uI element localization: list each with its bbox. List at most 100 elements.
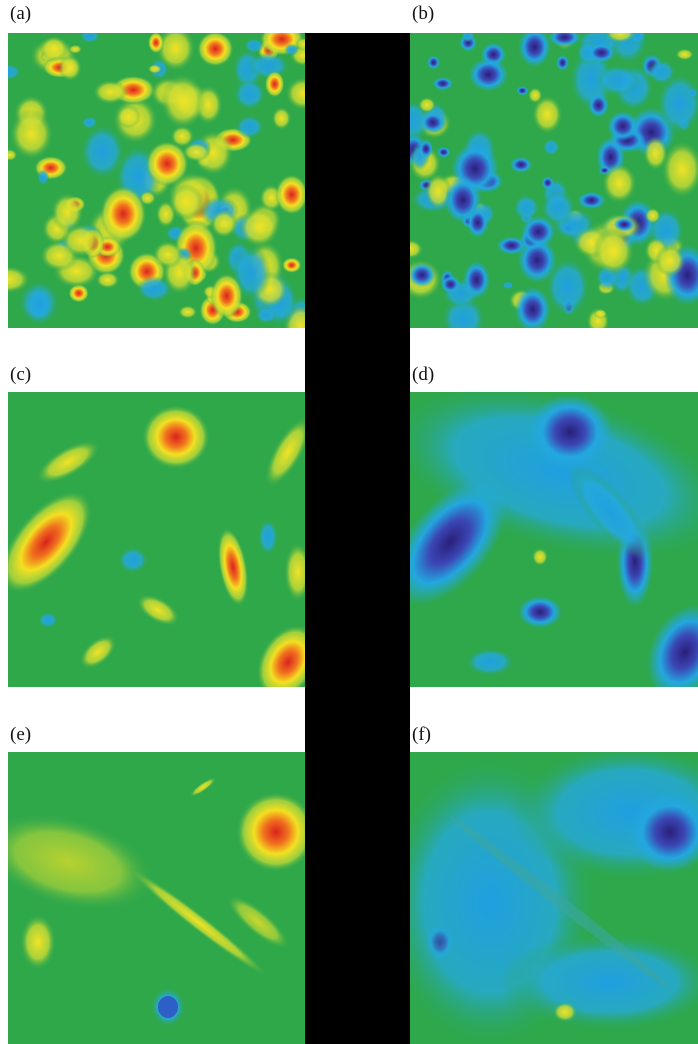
blob	[99, 185, 147, 243]
blob	[513, 193, 540, 222]
blob	[233, 78, 266, 110]
blob	[420, 111, 446, 134]
blob	[238, 207, 280, 248]
blob	[675, 48, 694, 61]
blob	[210, 209, 238, 239]
blob	[271, 106, 292, 130]
blob	[95, 271, 120, 289]
blob	[613, 217, 636, 232]
blob	[501, 281, 515, 290]
blob	[8, 63, 22, 81]
panel-label: (e)	[10, 724, 31, 745]
blob	[593, 308, 608, 319]
blob	[170, 125, 195, 148]
panel-label: (a)	[10, 3, 31, 24]
blob	[601, 162, 637, 204]
blob	[410, 239, 424, 259]
blob	[235, 114, 264, 139]
blob	[541, 176, 555, 190]
blob	[588, 92, 609, 118]
blob	[577, 191, 606, 210]
blob	[531, 95, 563, 135]
blob	[80, 124, 125, 180]
panel-c	[8, 392, 305, 687]
blob	[548, 33, 581, 47]
blob	[516, 85, 529, 96]
blob	[418, 139, 434, 159]
panel-label: (d)	[412, 364, 434, 385]
blob	[37, 169, 50, 186]
blob	[160, 73, 206, 130]
blob	[147, 64, 163, 74]
blob	[182, 142, 211, 162]
blob	[418, 96, 436, 114]
blob	[264, 70, 285, 98]
blob	[231, 245, 272, 300]
panel-f	[410, 752, 698, 1044]
panel-b	[410, 33, 698, 328]
panel-label: (c)	[10, 364, 31, 385]
blob	[8, 265, 31, 294]
blob	[168, 183, 204, 221]
blob	[68, 284, 89, 303]
blob	[647, 59, 676, 85]
blob	[197, 33, 234, 67]
blob	[542, 138, 561, 156]
blob	[147, 33, 164, 54]
blob	[8, 148, 18, 161]
blob	[643, 136, 669, 171]
blob	[496, 236, 527, 255]
blob	[255, 306, 278, 324]
blob	[281, 257, 302, 273]
blob	[57, 54, 82, 82]
blob	[686, 88, 698, 98]
blob	[527, 87, 543, 104]
blob	[510, 156, 532, 173]
blob	[595, 64, 640, 97]
blob	[295, 37, 305, 51]
blob	[514, 286, 551, 328]
panel-a	[8, 33, 305, 328]
blob	[592, 227, 635, 276]
blob	[556, 54, 570, 71]
blob	[39, 35, 69, 62]
blob	[24, 285, 55, 324]
blob	[440, 275, 461, 294]
blob	[60, 223, 101, 258]
blob	[444, 176, 482, 224]
blob	[468, 57, 509, 92]
blob	[540, 190, 576, 226]
blob	[178, 305, 198, 319]
blob	[92, 79, 128, 105]
blob	[135, 275, 173, 302]
panel-d	[410, 392, 698, 687]
blob	[79, 33, 101, 44]
blob	[463, 261, 490, 299]
blob	[587, 43, 616, 63]
blob	[461, 33, 475, 43]
blob	[115, 104, 142, 129]
blob	[607, 111, 639, 142]
black-band	[305, 33, 410, 1044]
panel-label: (f)	[412, 724, 431, 745]
blob	[275, 174, 305, 215]
blob	[68, 44, 83, 54]
blob	[432, 77, 454, 91]
blob	[661, 140, 698, 199]
blob	[145, 140, 189, 187]
blob	[518, 33, 551, 67]
blob	[427, 55, 441, 70]
panel-label: (b)	[412, 3, 434, 24]
blob	[243, 37, 265, 54]
blob	[50, 192, 84, 232]
blob	[9, 108, 54, 160]
panel-e	[8, 752, 305, 1044]
blob	[604, 33, 636, 43]
blob	[81, 116, 98, 129]
blob	[284, 43, 299, 56]
blob	[285, 77, 305, 111]
blob	[521, 215, 556, 248]
blob	[152, 240, 184, 269]
blob	[210, 273, 244, 319]
